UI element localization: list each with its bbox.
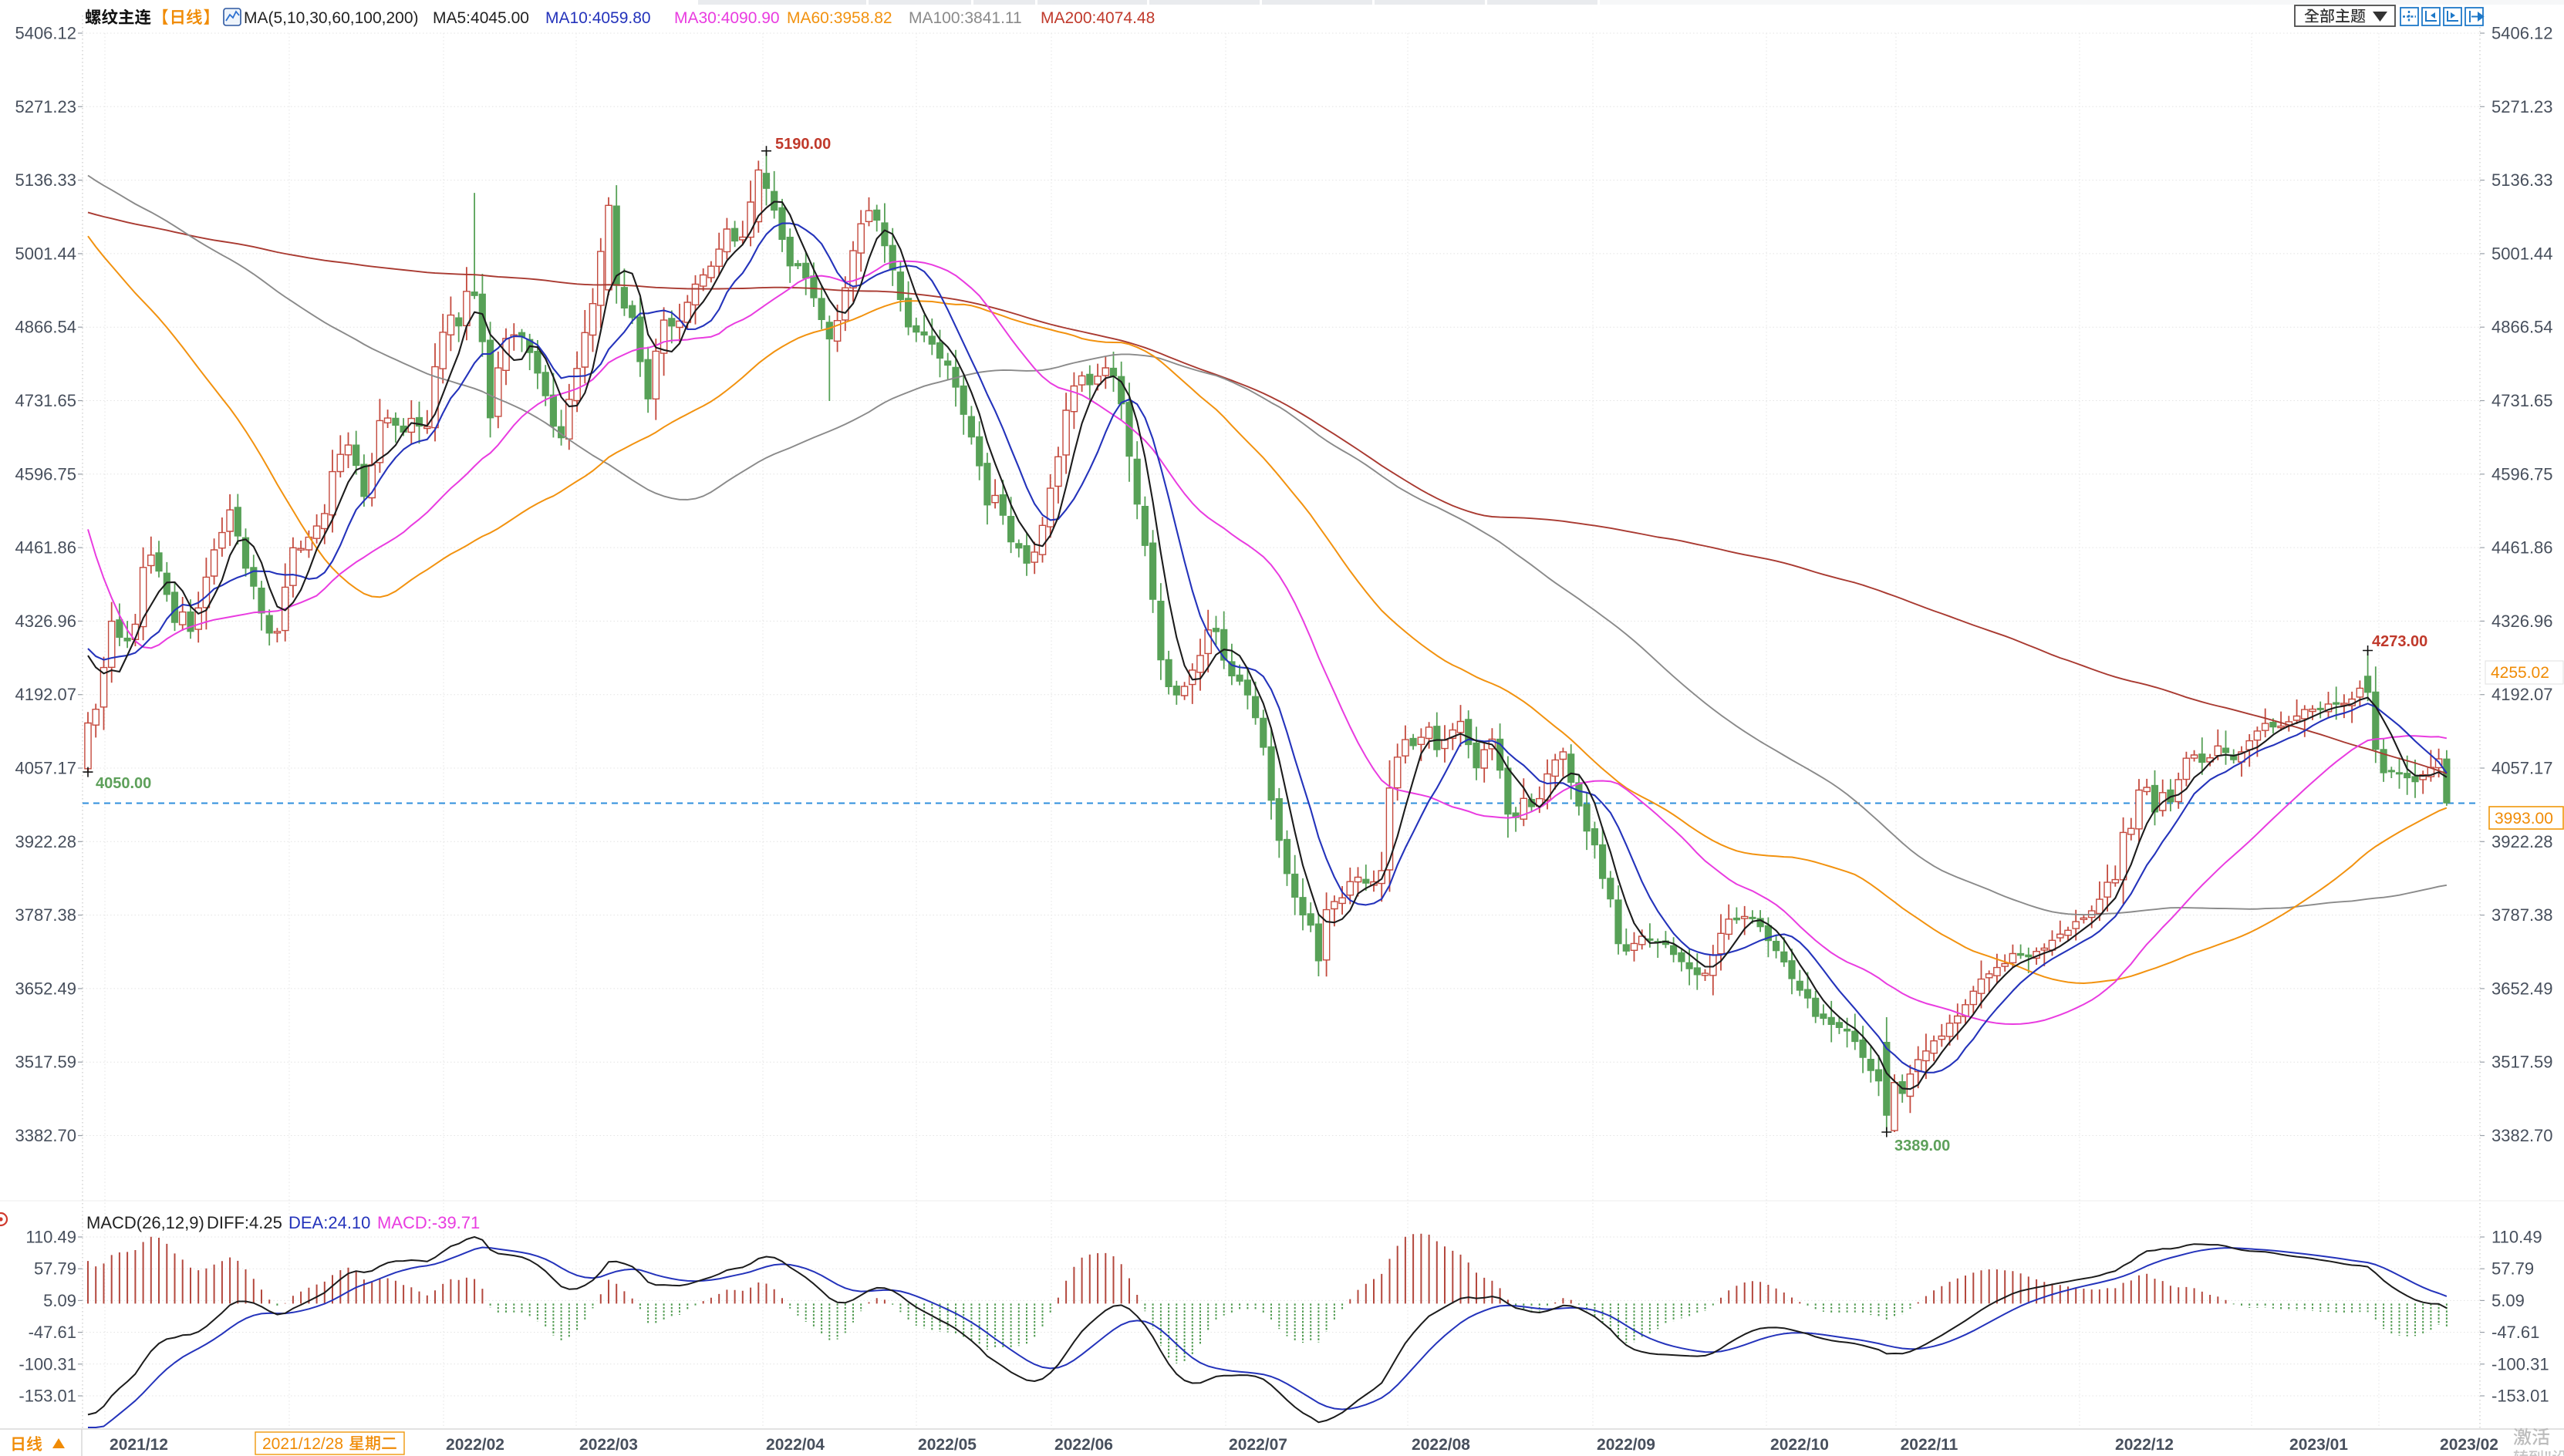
svg-text:3787.38: 3787.38: [15, 905, 76, 925]
svg-text:2022/10: 2022/10: [1770, 1436, 1829, 1454]
svg-text:4192.07: 4192.07: [15, 685, 76, 704]
svg-text:110.49: 110.49: [2491, 1228, 2542, 1247]
svg-text:3993.00: 3993.00: [2495, 810, 2553, 827]
svg-text:4326.96: 4326.96: [15, 612, 76, 631]
svg-text:2022/04: 2022/04: [766, 1436, 825, 1454]
svg-text:5406.12: 5406.12: [15, 24, 76, 43]
svg-text:4326.96: 4326.96: [2491, 612, 2553, 631]
svg-text:MA30:4090.90: MA30:4090.90: [674, 9, 780, 27]
svg-text:2022/06: 2022/06: [1054, 1436, 1113, 1454]
svg-text:3922.28: 3922.28: [2491, 832, 2553, 851]
svg-text:2022/12: 2022/12: [2115, 1436, 2174, 1454]
svg-text:MA10:4059.80: MA10:4059.80: [545, 9, 651, 27]
svg-text:3382.70: 3382.70: [15, 1126, 76, 1145]
svg-text:4050.00: 4050.00: [96, 775, 151, 792]
svg-text:5406.12: 5406.12: [2491, 24, 2553, 43]
svg-text:2022/08: 2022/08: [1412, 1436, 1470, 1454]
svg-text:5190.00: 5190.00: [775, 136, 831, 153]
svg-text:2022/05: 2022/05: [918, 1436, 977, 1454]
svg-text:4461.86: 4461.86: [2491, 538, 2553, 558]
svg-text:4731.65: 4731.65: [15, 391, 76, 410]
svg-text:MA(5,10,30,60,100,200): MA(5,10,30,60,100,200): [244, 9, 419, 27]
svg-text:5136.33: 5136.33: [2491, 170, 2553, 190]
svg-text:MACD:-39.71: MACD:-39.71: [377, 1213, 480, 1232]
svg-text:DEA:24.10: DEA:24.10: [288, 1213, 370, 1232]
svg-text:2022/03: 2022/03: [579, 1436, 638, 1454]
svg-text:5136.33: 5136.33: [15, 170, 76, 190]
svg-text:3922.28: 3922.28: [15, 832, 76, 851]
svg-text:2021/12: 2021/12: [110, 1436, 168, 1454]
svg-text:-100.31: -100.31: [2491, 1354, 2549, 1373]
svg-text:110.49: 110.49: [25, 1228, 76, 1247]
svg-text:3382.70: 3382.70: [2491, 1126, 2553, 1145]
svg-text:4273.00: 4273.00: [2372, 633, 2427, 650]
svg-text:5001.44: 5001.44: [2491, 244, 2553, 263]
svg-text:57.79: 57.79: [34, 1259, 76, 1279]
svg-text:3652.49: 3652.49: [15, 979, 76, 998]
svg-text:3517.59: 3517.59: [15, 1053, 76, 1072]
svg-text:2022/11: 2022/11: [1901, 1436, 1958, 1454]
svg-text:DIFF:4.25: DIFF:4.25: [207, 1213, 282, 1232]
svg-text:4192.07: 4192.07: [2491, 685, 2553, 704]
svg-text:4866.54: 4866.54: [15, 318, 76, 337]
svg-text:57.79: 57.79: [2491, 1259, 2534, 1279]
svg-text:4057.17: 4057.17: [15, 759, 76, 778]
svg-text:-47.61: -47.61: [2491, 1323, 2539, 1342]
svg-text:MA5:4045.00: MA5:4045.00: [433, 9, 529, 27]
svg-text:-153.01: -153.01: [19, 1387, 76, 1406]
svg-text:4057.17: 4057.17: [2491, 759, 2553, 778]
svg-text:MA60:3958.82: MA60:3958.82: [787, 9, 892, 27]
svg-text:4731.65: 4731.65: [2491, 391, 2553, 410]
svg-text:3787.38: 3787.38: [2491, 905, 2553, 925]
svg-text:4255.02: 4255.02: [2491, 664, 2549, 682]
svg-text:3652.49: 3652.49: [2491, 979, 2553, 998]
svg-text:-47.61: -47.61: [29, 1323, 76, 1342]
svg-text:3389.00: 3389.00: [1894, 1138, 1950, 1154]
svg-text:3517.59: 3517.59: [2491, 1053, 2553, 1072]
svg-text:4866.54: 4866.54: [2491, 318, 2553, 337]
svg-text:4461.86: 4461.86: [15, 538, 76, 558]
svg-text:-100.31: -100.31: [19, 1354, 76, 1373]
svg-text:2022/09: 2022/09: [1597, 1436, 1655, 1454]
svg-text:MA100:3841.11: MA100:3841.11: [909, 9, 1022, 27]
svg-text:2022/02: 2022/02: [446, 1436, 504, 1454]
svg-text:MA200:4074.48: MA200:4074.48: [1041, 9, 1155, 27]
svg-text:2023/02: 2023/02: [2440, 1436, 2498, 1454]
svg-text:2023/01: 2023/01: [2289, 1436, 2348, 1454]
svg-text:5001.44: 5001.44: [15, 244, 76, 263]
svg-text:4596.75: 4596.75: [2491, 464, 2553, 484]
svg-text:5271.23: 5271.23: [2491, 97, 2553, 116]
svg-text:2022/07: 2022/07: [1229, 1436, 1287, 1454]
svg-text:2021/12/28: 2021/12/28: [262, 1435, 343, 1453]
svg-text:5271.23: 5271.23: [15, 97, 76, 116]
svg-text:5.09: 5.09: [2491, 1291, 2525, 1310]
svg-text:5.09: 5.09: [43, 1291, 76, 1310]
svg-text:4596.75: 4596.75: [15, 464, 76, 484]
svg-text:MACD(26,12,9): MACD(26,12,9): [86, 1213, 204, 1232]
svg-text:-153.01: -153.01: [2491, 1387, 2549, 1406]
